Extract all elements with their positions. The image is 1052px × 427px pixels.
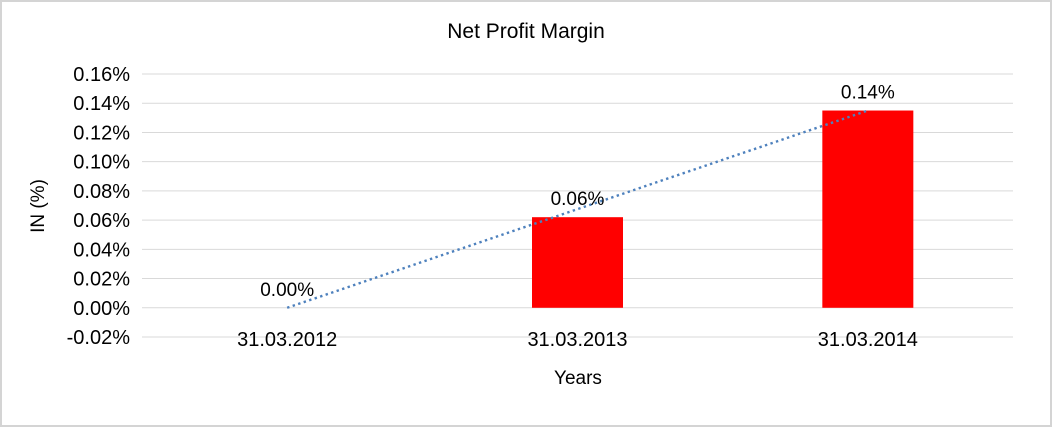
chart-title: Net Profit Margin: [447, 20, 605, 43]
x-axis-title: Years: [554, 368, 602, 389]
y-tick-label: 0.14%: [73, 93, 130, 115]
data-label: 0.06%: [551, 189, 605, 210]
bar: [822, 110, 914, 308]
y-tick-label: 0.06%: [73, 210, 130, 232]
y-tick-label: 0.02%: [73, 269, 130, 291]
data-labels: 0.00% 0.06% 0.14%: [260, 83, 895, 301]
trendline-line: [286, 109, 869, 309]
y-axis-tick-labels: 0.16% 0.14% 0.12% 0.10% 0.08% 0.06% 0.04% 0.02%…: [67, 64, 131, 349]
bar: [532, 217, 623, 308]
y-tick-label: 0.04%: [73, 239, 130, 261]
trendline: [286, 109, 869, 309]
y-tick-label: 0.12%: [73, 122, 130, 144]
category-label: 31.03.2013: [527, 329, 627, 351]
data-label: 0.14%: [841, 83, 895, 104]
y-axis-title: IN (%): [28, 179, 49, 233]
y-tick-label: -0.02%: [67, 327, 131, 349]
y-tick-label: 0.10%: [73, 152, 130, 174]
bar-series: [532, 110, 914, 308]
y-tick-label: 0.16%: [73, 64, 130, 86]
data-label: 0.00%: [260, 280, 314, 301]
category-label: 31.03.2012: [237, 329, 337, 351]
y-tick-label: 0.00%: [73, 298, 130, 320]
y-tick-label: 0.08%: [73, 181, 130, 203]
x-axis-category-labels: 31.03.2012 31.03.2013 31.03.2014: [237, 329, 918, 351]
category-label: 31.03.2014: [818, 329, 918, 351]
